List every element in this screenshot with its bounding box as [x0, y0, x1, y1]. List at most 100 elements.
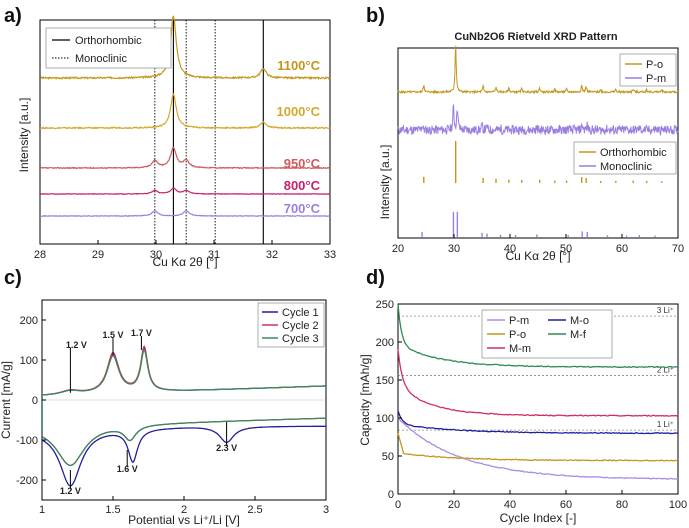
chart-d-frame — [397, 303, 679, 495]
x-tick-label: 80 — [616, 499, 628, 511]
legend-po: P-o — [646, 59, 663, 71]
x-tick-label: 20 — [448, 499, 460, 511]
series-M-m — [397, 349, 679, 417]
x-tick-label: 31 — [208, 249, 220, 261]
pattern-Po — [397, 45, 679, 95]
temperature-label: 700°C — [284, 201, 321, 216]
x-tick-label: 1.5 — [105, 504, 120, 516]
chart-c: 1.2 V 1.5 V 1.7 V 1.2 V 1.6 V 2.3 V Cycle 1 C… — [0, 299, 329, 527]
reference-label: 3 Li⁺ — [657, 306, 674, 315]
x-tick-label: 50 — [560, 243, 572, 255]
chart-b-patterns — [397, 45, 679, 137]
chart-c-y-ticks: -200 -100 0 100 200 — [16, 315, 46, 487]
legend-pm: P-m — [646, 73, 666, 85]
chart-c-curves — [41, 344, 327, 487]
x-tick-label: 60 — [616, 243, 628, 255]
chart-d-ylabel: Capacity [mAh/g] — [358, 354, 372, 445]
chart-a-ylabel: Intensity [a.u.] — [17, 98, 31, 173]
legend-ortho: Orthorhombic — [75, 35, 142, 47]
legend-monoclinic: Monoclinic — [600, 161, 652, 173]
x-tick-label: 28 — [34, 249, 46, 261]
chart-b-title: CuNb2O6 Rietveld XRD Pattern — [454, 31, 617, 43]
legend-Pm: P-m — [509, 315, 529, 327]
annotation-label: 2.3 V — [216, 443, 237, 453]
temperature-label: 950°C — [284, 156, 321, 171]
x-tick-label: 20 — [392, 243, 404, 255]
x-tick-label: 2.5 — [247, 504, 262, 516]
x-tick-label: 0 — [395, 499, 401, 511]
chart-d-y-ticks: 0 50 100 150 200 250 — [376, 299, 402, 501]
chart-d-x-ticks: 0 20 40 60 80 100 — [395, 490, 687, 511]
chart-b-frame — [397, 47, 679, 239]
series-M-o — [397, 410, 679, 435]
chart-d-curves — [397, 304, 679, 480]
annotation-label: 1.2 V — [66, 340, 87, 350]
series-800°C — [39, 187, 331, 196]
y-tick-label: 0 — [32, 395, 38, 407]
chart-b-x-ticks: 20 30 40 50 60 70 — [392, 234, 684, 255]
series-M-f — [397, 304, 679, 369]
chart-a-series — [39, 15, 331, 218]
y-tick-label: 200 — [376, 337, 394, 349]
chart-c-ylabel: Current [mA/g] — [0, 361, 13, 439]
chart-b-xlabel: Cu Kα 2θ [°] — [505, 249, 570, 263]
chart-d: 3 Li⁺ 2 Li⁺ 1 Li⁺ P-m P-o M-m M-o M-f 0 20 4… — [358, 299, 687, 525]
y-tick-label: 50 — [382, 451, 394, 463]
chart-a-temperature-labels: 1100°C 1000°C 950°C 800°C 700°C — [276, 58, 320, 216]
chart-a-legend — [45, 27, 172, 69]
series-P-m — [397, 417, 678, 480]
annotation-label: 1.6 V — [117, 464, 138, 474]
y-tick-label: 0 — [388, 489, 394, 501]
chart-c-x-ticks: 1 1.5 2 2.5 3 — [39, 496, 329, 516]
temperature-label: 1000°C — [276, 104, 320, 119]
chart-b-legend-top — [619, 53, 677, 87]
y-tick-label: 250 — [376, 299, 394, 311]
legend-Mo: M-o — [570, 315, 589, 327]
x-tick-label: 32 — [266, 249, 278, 261]
chart-c-annotations: 1.2 V 1.5 V 1.7 V 1.2 V 1.6 V 2.3 V — [60, 328, 237, 496]
legend-mono: Monoclinic — [75, 53, 127, 65]
chart-b: CuNb2O6 Rietveld XRD Pattern P-o P-m Ort… — [378, 31, 684, 263]
y-tick-label: 100 — [20, 355, 38, 367]
annotation-label: 1.2 V — [60, 486, 81, 496]
chart-b-reference-bars — [421, 141, 663, 237]
y-tick-label: 200 — [20, 315, 38, 327]
legend-cycle3: Cycle 3 — [282, 333, 319, 345]
legend-cycle2: Cycle 2 — [282, 320, 319, 332]
series-700°C — [40, 209, 331, 218]
annotation-label: 1.5 V — [102, 330, 123, 340]
x-tick-label: 1 — [39, 504, 45, 516]
chart-a-x-ticks: 28 29 30 31 32 33 — [34, 240, 336, 261]
y-tick-label: -100 — [16, 435, 38, 447]
legend-Mf: M-f — [570, 329, 587, 341]
reference-label: 1 Li⁺ — [657, 420, 674, 429]
x-tick-label: 29 — [92, 249, 104, 261]
x-tick-label: 30 — [448, 243, 460, 255]
cycle-1-curve — [41, 347, 327, 487]
chart-a: Orthorhombic Monoclinic 1100°C 1000°C 950°… — [17, 15, 336, 269]
pattern-Pm — [397, 104, 679, 137]
chart-b-ylabel: Intensity [a.u.] — [378, 145, 392, 220]
legend-Mm: M-m — [509, 343, 531, 355]
legend-Po: P-o — [509, 329, 526, 341]
x-tick-label: 2 — [181, 504, 187, 516]
cycle-2-curve — [41, 344, 326, 467]
annotation-label: 1.7 V — [131, 328, 152, 338]
series-1100°C — [39, 15, 331, 81]
x-tick-label: 33 — [324, 249, 336, 261]
legend-orthorhombic: Orthorhombic — [600, 147, 667, 159]
x-tick-label: 40 — [504, 499, 516, 511]
x-tick-label: 60 — [560, 499, 572, 511]
x-tick-label: 30 — [150, 249, 162, 261]
series-P-o — [397, 432, 679, 462]
series-1000°C — [39, 92, 331, 130]
legend-cycle1: Cycle 1 — [282, 307, 319, 319]
reference-label: 2 Li⁺ — [657, 365, 674, 374]
y-tick-label: -200 — [16, 475, 38, 487]
temperature-label: 800°C — [284, 178, 321, 193]
chart-a-reference-lines — [154, 20, 264, 244]
panel-label-c: c) — [4, 267, 22, 289]
series-950°C — [39, 146, 331, 170]
cycle-3-curve — [41, 348, 327, 467]
